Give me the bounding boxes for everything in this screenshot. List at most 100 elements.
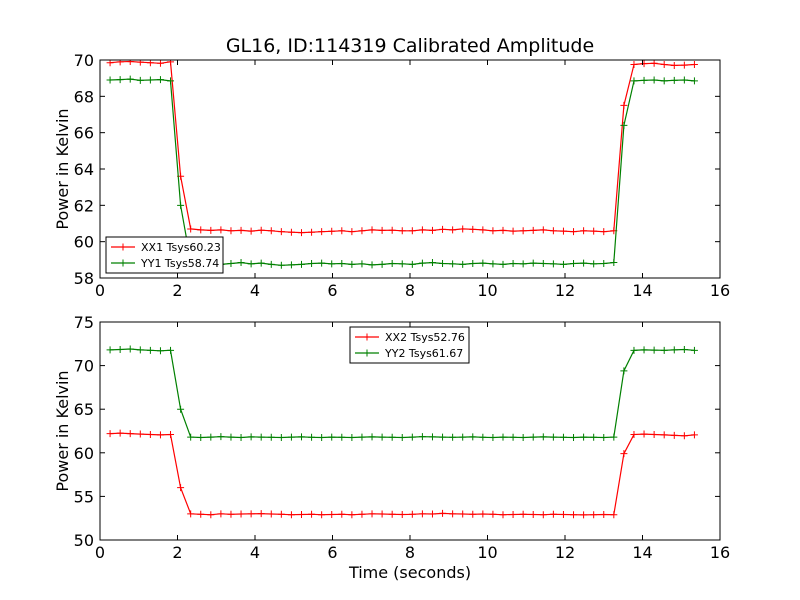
- data-point-marker: [227, 227, 235, 235]
- data-point-marker: [167, 430, 175, 438]
- data-point-marker: [660, 61, 668, 69]
- data-point-marker: [630, 61, 638, 69]
- data-point-marker: [529, 259, 537, 267]
- data-point-marker: [277, 434, 285, 442]
- data-point-marker: [428, 510, 436, 518]
- data-point-marker: [439, 259, 447, 267]
- data-point-marker: [398, 260, 406, 268]
- data-point-marker: [640, 76, 648, 84]
- data-point-marker: [509, 511, 517, 519]
- data-point-marker: [459, 225, 467, 233]
- data-point-marker: [146, 76, 154, 84]
- data-point-marker: [580, 227, 588, 235]
- legend-label: XX1 Tsys60.23: [141, 241, 221, 254]
- data-point-marker: [469, 510, 477, 518]
- data-point-marker: [358, 510, 366, 518]
- y-tick-label: 70: [74, 51, 94, 70]
- data-point-marker: [298, 260, 305, 268]
- data-point-marker: [660, 77, 668, 85]
- data-point-marker: [156, 431, 164, 439]
- data-point-marker: [227, 433, 235, 441]
- data-point-marker: [479, 226, 487, 234]
- data-point-marker: [267, 433, 275, 441]
- data-point-marker: [620, 367, 628, 375]
- data-point-marker: [187, 225, 195, 233]
- data-point-marker: [277, 228, 285, 236]
- data-point-marker: [378, 226, 386, 234]
- data-point-marker: [549, 260, 557, 268]
- data-point-marker: [368, 433, 376, 441]
- data-point-marker: [600, 434, 608, 442]
- data-point-marker: [116, 429, 124, 437]
- data-point-marker: [318, 511, 326, 519]
- data-point-marker: [428, 259, 436, 267]
- y-tick-label: 75: [74, 313, 94, 332]
- data-point-marker: [630, 430, 638, 438]
- legend-box: [349, 326, 470, 364]
- data-point-marker: [167, 77, 175, 85]
- data-point-marker: [449, 433, 457, 441]
- data-point-marker: [318, 434, 326, 442]
- data-point-marker: [539, 259, 547, 267]
- data-point-marker: [237, 434, 245, 442]
- data-point-marker: [368, 226, 376, 234]
- data-point-marker: [670, 61, 678, 69]
- legend-label: XX2 Tsys52.76: [385, 331, 465, 344]
- data-point-marker: [408, 510, 416, 518]
- data-point-marker: [348, 511, 356, 519]
- x-tick-label: 2: [172, 543, 182, 562]
- data-point-marker: [136, 346, 144, 354]
- x-tick-label: 10: [477, 543, 497, 562]
- data-point-marker: [136, 60, 144, 66]
- data-point-marker: [449, 226, 457, 234]
- data-point-marker: [237, 510, 245, 518]
- data-point-marker: [539, 433, 547, 441]
- data-point-marker: [207, 433, 215, 441]
- data-point-marker: [529, 226, 537, 234]
- data-point-marker: [449, 260, 457, 268]
- data-point-marker: [197, 226, 205, 234]
- data-point-marker: [499, 260, 507, 268]
- data-point-marker: [489, 227, 497, 235]
- data-point-marker: [519, 227, 527, 235]
- data-point-marker: [126, 430, 134, 438]
- data-point-marker: [368, 261, 376, 269]
- data-point-marker: [690, 77, 698, 85]
- x-tick-label: 12: [555, 281, 575, 300]
- data-point-marker: [489, 510, 497, 518]
- data-point-marker: [237, 259, 245, 267]
- series-line-1: [110, 60, 695, 234]
- data-point-marker: [650, 76, 658, 84]
- y-axis-label: Power in Kelvin: [53, 108, 72, 229]
- data-point-marker: [348, 434, 356, 442]
- data-point-marker: [146, 430, 154, 438]
- data-point-marker: [318, 259, 326, 267]
- data-point-marker: [439, 433, 447, 441]
- data-point-marker: [298, 229, 305, 237]
- series-line-1: [110, 432, 695, 516]
- data-point-marker: [227, 510, 235, 518]
- chart-panel-2: 0 2 4 6 8 10 12 14 16 50 55 60 65 70 75 Power in Kelvin…: [53, 313, 730, 582]
- data-point-marker: [318, 228, 326, 236]
- data-point-marker: [529, 433, 537, 441]
- data-point-marker: [328, 511, 336, 519]
- data-point-marker: [539, 226, 547, 234]
- data-point-marker: [247, 433, 255, 441]
- data-point-marker: [308, 433, 316, 441]
- data-point-marker: [519, 434, 527, 442]
- data-point-marker: [519, 260, 527, 268]
- x-tick-label: 6: [327, 543, 337, 562]
- data-point-marker: [308, 510, 316, 518]
- data-point-marker: [408, 227, 416, 235]
- x-tick-label: 14: [632, 543, 652, 562]
- data-point-marker: [620, 450, 628, 458]
- data-point-marker: [590, 227, 598, 235]
- data-point-marker: [600, 511, 608, 519]
- x-tick-label: 4: [250, 281, 260, 300]
- data-point-marker: [187, 510, 195, 518]
- data-point-marker: [308, 228, 316, 236]
- data-point-marker: [267, 260, 275, 268]
- data-point-marker: [600, 228, 608, 236]
- data-point-marker: [287, 433, 295, 441]
